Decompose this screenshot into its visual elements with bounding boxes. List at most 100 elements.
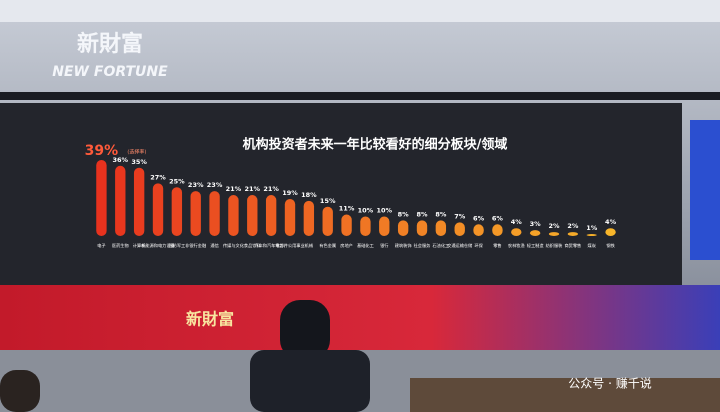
x-tick-label: 零售 — [493, 242, 501, 249]
x-tick-label: 电力、公用事业 — [275, 242, 304, 249]
bar — [171, 187, 183, 236]
bar — [247, 195, 258, 236]
value-label: 4% — [511, 218, 523, 226]
value-label: 2% — [548, 222, 560, 230]
x-tick-label: 医药生物 — [112, 242, 129, 249]
value-label: 6% — [492, 214, 504, 222]
bar — [529, 230, 541, 236]
screen — [0, 103, 682, 293]
value-label: 10% — [377, 207, 393, 215]
bar — [379, 216, 390, 236]
value-label: 8% — [416, 210, 428, 218]
banner-logo: 新財富 — [186, 310, 234, 329]
bar — [133, 167, 145, 236]
value-label: 21% — [263, 185, 279, 193]
value-label: 10% — [358, 207, 374, 215]
value-label: 8% — [398, 210, 410, 218]
value-label: 39% — [85, 143, 119, 159]
value-label: 15% — [320, 197, 336, 205]
bar — [360, 216, 371, 236]
value-label: 4% — [605, 218, 617, 226]
value-label: 2% — [567, 222, 579, 230]
x-tick-label: 纺织服装 — [546, 242, 564, 249]
x-tick-label: 非银行金融 — [185, 242, 207, 249]
x-tick-label: 计算机 — [133, 242, 146, 249]
audience-head-left — [0, 370, 40, 412]
bar — [586, 234, 597, 236]
bar — [511, 228, 522, 236]
bar — [228, 195, 239, 236]
x-tick-label: 新能源和电力设备 — [141, 242, 175, 249]
bar — [492, 224, 503, 236]
x-tick-label: 钢铁 — [606, 242, 615, 249]
x-tick-label: 电子 — [97, 242, 105, 248]
x-tick-label: 农林牧渔 — [508, 242, 525, 249]
table — [410, 378, 720, 412]
chart-title: 机构投资者未来一年比较看好的细分板块/领域 — [243, 137, 508, 153]
bar — [152, 183, 164, 236]
value-label: 8% — [435, 210, 447, 218]
bar — [435, 220, 447, 236]
x-tick-label: 传媒与文化 — [223, 242, 245, 249]
value-label: 11% — [339, 205, 355, 213]
bar — [416, 220, 428, 236]
value-label: 25% — [169, 177, 185, 185]
x-tick-label: 基础化工 — [357, 242, 374, 249]
x-tick-label: 汽车和汽车零部件 — [254, 242, 288, 249]
x-tick-label: 房地产 — [340, 242, 353, 249]
ceiling — [0, 0, 720, 22]
value-label: 3% — [530, 220, 542, 228]
bar — [96, 159, 107, 236]
bar — [473, 224, 484, 236]
bar — [190, 191, 201, 236]
x-tick-label: 银行 — [380, 242, 388, 249]
stage-banner — [0, 285, 720, 355]
value-label: 18% — [301, 191, 317, 199]
value-label: 21% — [226, 185, 242, 193]
wall-logo: 新財富 — [77, 31, 143, 57]
x-tick-label: 煤炭 — [588, 242, 596, 249]
value-note: (选择率) — [127, 148, 146, 155]
value-label: 1% — [586, 224, 598, 232]
side-screen — [690, 120, 720, 260]
bar — [209, 191, 220, 236]
bar — [605, 228, 616, 236]
value-label: 23% — [188, 181, 204, 189]
x-tick-label: 国防军工 — [168, 242, 185, 249]
value-label: 7% — [454, 212, 466, 220]
bar — [567, 232, 579, 236]
x-tick-label: 通信 — [210, 242, 218, 249]
x-tick-label: 食品饮料 — [244, 242, 262, 249]
value-label: 6% — [473, 214, 485, 222]
bar — [115, 165, 126, 236]
bar — [322, 206, 333, 236]
x-tick-label: 环保 — [474, 242, 483, 249]
x-tick-label: 有色金属 — [319, 242, 336, 249]
light-truss — [0, 92, 720, 100]
bar — [397, 220, 409, 236]
bar — [548, 232, 560, 236]
bar — [341, 214, 352, 236]
bar — [303, 200, 315, 236]
x-tick-label: 轻工制造 — [527, 242, 545, 249]
bar — [454, 222, 465, 236]
x-tick-label: 石油化工 — [432, 242, 449, 249]
value-label: 36% — [113, 156, 129, 164]
bar — [284, 198, 296, 236]
audience-body — [250, 350, 370, 412]
x-tick-label: 社会服务 — [414, 242, 432, 249]
bar — [265, 195, 277, 236]
value-label: 23% — [207, 181, 223, 189]
watermark: 公众号 · 赚千说 — [568, 376, 651, 391]
wall-logo-en: NEW FORTUNE — [52, 64, 168, 80]
x-tick-label: 商贸零售 — [564, 242, 581, 249]
x-tick-label: 交通运输仓储 — [447, 242, 472, 249]
x-tick-label: 机械 — [305, 242, 314, 249]
value-label: 27% — [150, 173, 166, 181]
audience-head — [280, 300, 330, 360]
value-label: 35% — [131, 158, 147, 166]
value-label: 21% — [245, 185, 261, 193]
chart: 机构投资者未来一年比较看好的细分板块/领域 39% (选择率) 电子 36% 医药生物 3… — [85, 137, 617, 250]
